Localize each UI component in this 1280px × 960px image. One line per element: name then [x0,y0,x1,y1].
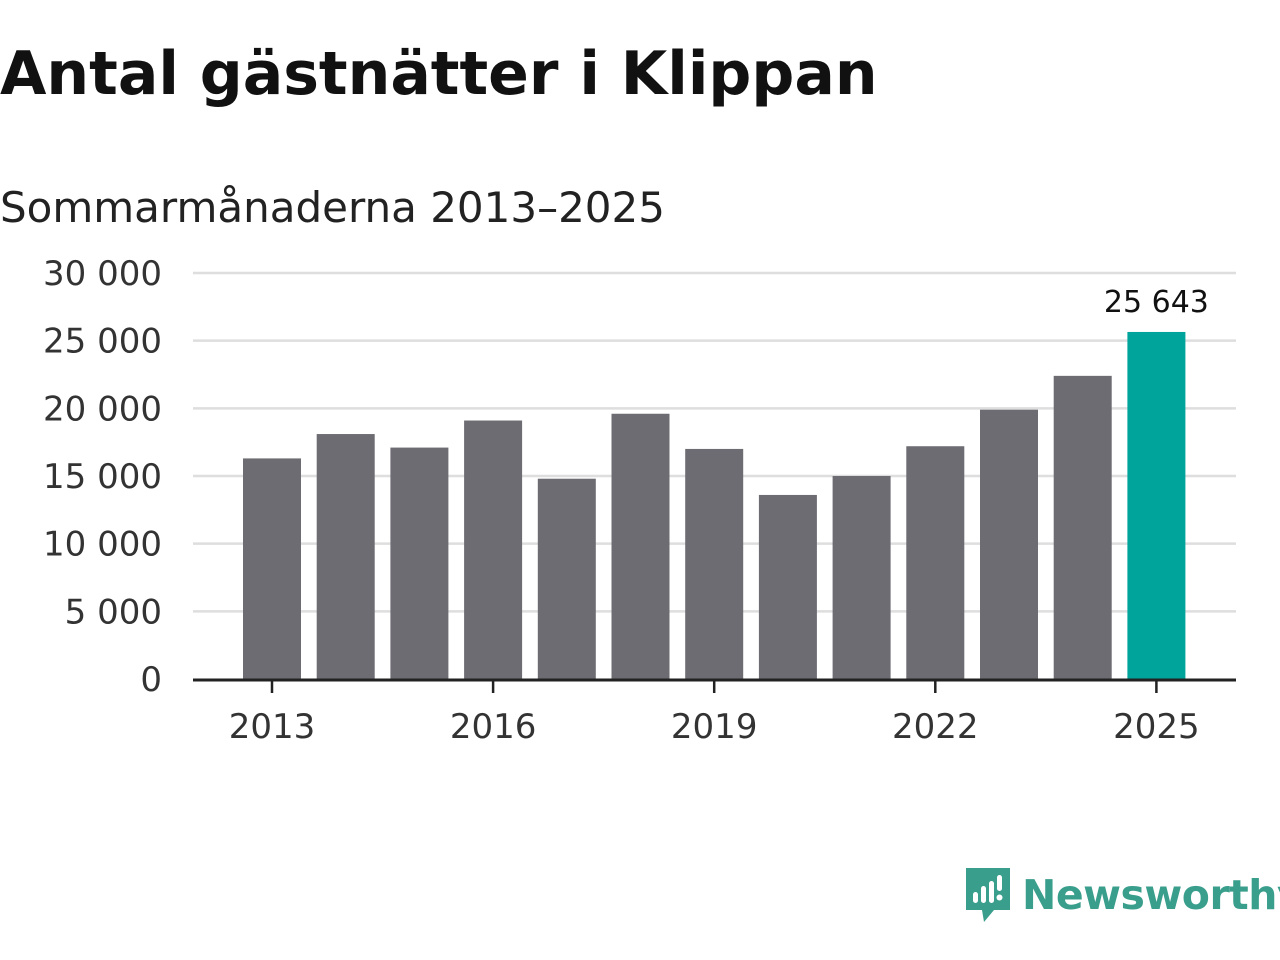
bar-2025 [1127,331,1186,679]
y-tick-label: 5 000 [65,592,162,632]
y-tick-label: 0 [140,660,162,700]
y-axis-tick-labels: 0 5 000 10 000 15 000 20 000 25 000 30 000 [43,254,162,700]
bar-2024 [1053,375,1112,679]
bar-2016 [464,420,523,679]
bar-2014 [316,434,375,679]
x-axis [193,678,1236,693]
bars [243,331,1186,679]
bar-2022 [906,446,965,679]
chart-title: Antal gästnätter i Klippan [0,39,878,109]
bar-chart: 0 5 000 10 000 15 000 20 000 25 000 30 000 201… [43,254,1236,747]
bar-2019 [685,448,744,679]
bar-2017 [537,478,596,679]
data-labels: 25 643 [1104,285,1209,320]
newsworthy-logo-icon [966,868,1010,922]
x-tick-label: 2025 [1113,707,1200,747]
newsworthy-brand: Newsworthy [962,862,1280,928]
x-tick-label: 2013 [229,707,316,747]
x-tick-label: 2016 [450,707,537,747]
bar-2013 [243,458,301,679]
y-tick-label: 30 000 [43,254,162,294]
bar-2023 [980,409,1038,679]
y-tick-label: 25 000 [43,322,162,362]
bar-2018 [611,413,670,679]
bar-2015 [390,447,449,679]
bar-2020 [758,494,817,679]
brand-name: Newsworthy [1022,871,1280,919]
data-label-2025: 25 643 [1104,285,1209,320]
x-tick-label: 2019 [671,707,758,747]
y-tick-label: 15 000 [43,457,162,497]
x-tick-label: 2022 [892,707,979,747]
x-axis-tick-labels: 2013 2016 2019 2022 2025 [229,707,1200,747]
chart-subtitle: Sommarmånaderna 2013–2025 [0,183,665,232]
bar-2021 [832,476,891,679]
y-tick-label: 10 000 [43,525,162,565]
y-tick-label: 20 000 [43,389,162,429]
